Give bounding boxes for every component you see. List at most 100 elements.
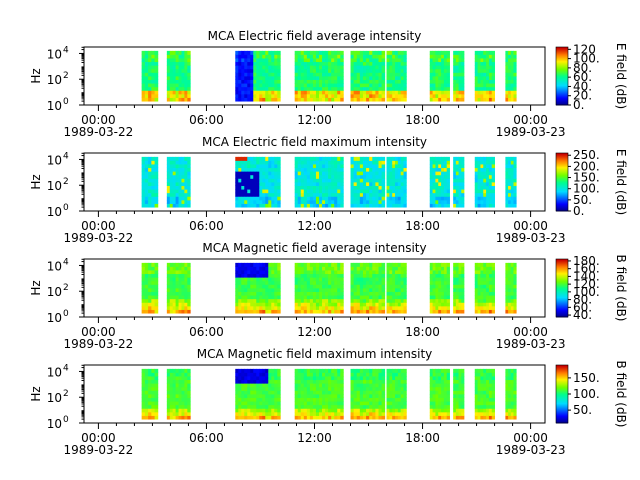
spectrogram-cell bbox=[148, 203, 152, 208]
spectrogram-cell bbox=[375, 90, 379, 95]
spectrogram-cell bbox=[319, 401, 323, 406]
spectrogram-cell bbox=[297, 309, 302, 314]
spectrogram-cell bbox=[312, 196, 317, 201]
spectrogram-cell bbox=[271, 203, 275, 208]
spectrogram-cell bbox=[397, 178, 402, 183]
spectrogram-cell bbox=[328, 76, 332, 80]
spectrogram-cell bbox=[334, 280, 338, 285]
colorbar-segment bbox=[556, 262, 568, 265]
spectrogram-cell bbox=[300, 309, 305, 314]
spectrogram-cell bbox=[441, 408, 445, 413]
spectrogram-cell bbox=[403, 174, 407, 179]
spectrogram-cell bbox=[458, 185, 462, 190]
spectrogram-cell bbox=[166, 72, 171, 77]
spectrogram-cell bbox=[312, 397, 317, 402]
spectrogram-cell bbox=[375, 199, 379, 204]
spectrogram-cell bbox=[334, 309, 338, 314]
spectrogram-cell bbox=[331, 376, 335, 381]
spectrogram-cell bbox=[435, 203, 439, 208]
spectrogram-cell bbox=[455, 411, 459, 416]
spectrogram-cell bbox=[372, 302, 376, 307]
spectrogram-cell bbox=[488, 298, 493, 303]
spectrogram-cell bbox=[331, 97, 335, 102]
spectrogram-cell bbox=[432, 284, 436, 289]
spectrogram-cell bbox=[244, 189, 248, 194]
spectrogram-cell bbox=[172, 93, 177, 98]
spectrogram-cell bbox=[378, 174, 383, 179]
spectrogram-cell bbox=[172, 394, 177, 398]
spectrogram-cell bbox=[154, 199, 159, 204]
colorbar-segment bbox=[556, 153, 568, 155]
spectrogram-cell bbox=[340, 50, 344, 55]
spectrogram-cell bbox=[386, 167, 390, 172]
spectrogram-cell bbox=[483, 156, 487, 161]
spectrogram-cell bbox=[474, 291, 478, 296]
spectrogram-cell bbox=[262, 368, 266, 373]
spectrogram-cell bbox=[381, 288, 386, 292]
spectrogram-cell bbox=[144, 185, 149, 190]
spectrogram-cell bbox=[455, 288, 459, 292]
spectrogram-cell bbox=[306, 167, 311, 172]
spectrogram-cell bbox=[477, 72, 481, 77]
spectrogram-cell bbox=[297, 83, 302, 88]
spectrogram-cell bbox=[375, 83, 379, 88]
spectrogram-cell bbox=[453, 411, 457, 416]
spectrogram-cell bbox=[435, 376, 439, 381]
spectrogram-cell bbox=[244, 309, 248, 314]
spectrogram-cell bbox=[369, 368, 373, 373]
spectrogram-cell bbox=[513, 199, 517, 204]
spectrogram-cell bbox=[491, 61, 495, 66]
spectrogram-cell bbox=[262, 54, 266, 59]
spectrogram-cell bbox=[438, 379, 442, 384]
spectrogram-cell bbox=[372, 404, 376, 409]
spectrogram-cell bbox=[235, 415, 239, 420]
spectrogram-cell bbox=[319, 182, 323, 186]
spectrogram-cell bbox=[315, 167, 320, 172]
spectrogram-cell bbox=[328, 401, 332, 406]
spectrogram-cell bbox=[389, 68, 393, 73]
spectrogram-cell bbox=[400, 167, 404, 172]
spectrogram-cell bbox=[350, 192, 355, 197]
spectrogram-cell bbox=[400, 372, 404, 377]
colorbar-tick-label: 60. bbox=[573, 300, 592, 314]
spectrogram-cell bbox=[238, 383, 242, 388]
spectrogram-cell bbox=[306, 61, 311, 66]
spectrogram-cell bbox=[435, 61, 439, 66]
spectrogram-cell bbox=[259, 167, 263, 172]
spectrogram-cell bbox=[144, 160, 149, 165]
spectrogram-cell bbox=[486, 65, 490, 70]
spectrogram-cell bbox=[235, 284, 239, 289]
spectrogram-cell bbox=[181, 58, 185, 63]
spectrogram-cell bbox=[397, 368, 402, 373]
spectrogram-cell bbox=[432, 411, 436, 416]
spectrogram-cell bbox=[309, 379, 314, 384]
spectrogram-cell bbox=[461, 160, 465, 165]
colorbar-segment bbox=[556, 103, 568, 105]
spectrogram-cell bbox=[172, 266, 177, 271]
spectrogram-cell bbox=[510, 164, 514, 169]
spectrogram-cell bbox=[265, 302, 269, 307]
spectrogram-cell bbox=[366, 192, 370, 197]
spectrogram-cell bbox=[250, 58, 254, 63]
spectrogram-cell bbox=[271, 273, 275, 278]
spectrogram-cell bbox=[325, 61, 329, 66]
spectrogram-cell bbox=[235, 58, 239, 63]
spectrogram-cell bbox=[474, 68, 478, 73]
spectrogram-cell bbox=[389, 196, 393, 201]
colorbar-segment bbox=[556, 53, 568, 56]
spectrogram-cell bbox=[375, 171, 379, 176]
colorbar-segment bbox=[556, 100, 568, 102]
spectrogram-cell bbox=[151, 58, 155, 63]
spectrogram-cell bbox=[403, 372, 407, 377]
spectrogram-cell bbox=[169, 199, 174, 204]
spectrogram-cell bbox=[303, 397, 308, 402]
spectrogram-cell bbox=[259, 277, 263, 282]
spectrogram-cell bbox=[350, 266, 355, 271]
spectrogram-cell bbox=[435, 305, 439, 310]
spectrogram-cell bbox=[148, 291, 152, 296]
spectrogram-cell bbox=[477, 192, 481, 197]
spectrogram-cell bbox=[340, 390, 344, 395]
colorbar-segment bbox=[556, 78, 568, 81]
colorbar-segment bbox=[556, 168, 568, 170]
spectrogram-cell bbox=[491, 90, 495, 95]
